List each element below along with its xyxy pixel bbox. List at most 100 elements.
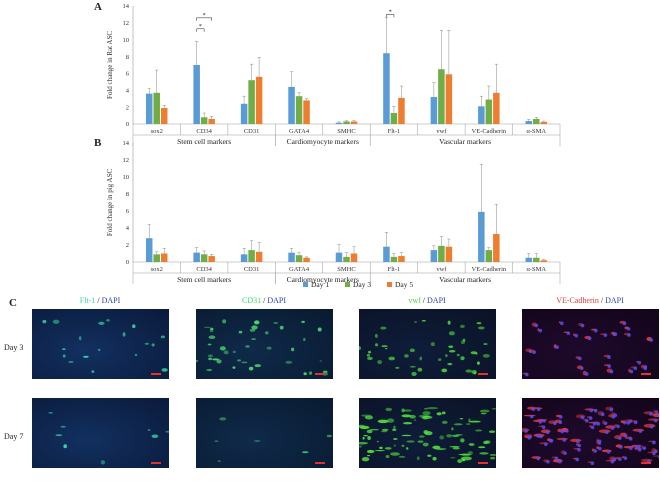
nucleus — [577, 447, 581, 452]
stained-cell — [401, 444, 405, 447]
stained-cell — [426, 407, 439, 410]
stained-cell — [381, 345, 388, 348]
stained-cell — [445, 354, 448, 358]
y-tick-label: 12 — [123, 157, 130, 164]
panel-label-a: A — [94, 1, 102, 13]
scale-bar — [641, 462, 651, 464]
scale-bar — [151, 373, 161, 375]
stained-cell — [377, 419, 389, 424]
y-tick-label: 10 — [123, 37, 130, 44]
micrograph-texture — [214, 417, 332, 462]
stained-cell — [62, 354, 66, 358]
nucleus — [593, 449, 597, 453]
stained-cell — [245, 345, 250, 348]
stained-cell — [223, 350, 229, 355]
y-tick-label: 0 — [126, 259, 129, 266]
stained-cell — [160, 335, 165, 339]
stained-cell — [386, 418, 395, 423]
nucleus — [604, 430, 609, 435]
row-label: Day 3 — [4, 343, 24, 352]
nucleus — [613, 413, 618, 418]
stained-cell — [401, 414, 412, 418]
bar — [398, 97, 405, 124]
nucleus — [637, 360, 642, 365]
stained-cell — [392, 428, 397, 431]
nucleus — [610, 459, 615, 464]
stained-cell — [364, 415, 374, 420]
stained-cell — [462, 338, 466, 342]
nucleus — [536, 407, 541, 412]
group-label: Stem cell markers — [177, 275, 231, 284]
bar — [153, 254, 160, 262]
panel-label-c: C — [9, 297, 17, 309]
stained-cell — [452, 447, 460, 450]
stained-cell — [303, 372, 307, 376]
nucleus — [642, 446, 647, 450]
nucleus — [593, 328, 598, 333]
stained-cell — [374, 333, 378, 338]
nucleus — [654, 449, 658, 454]
stained-cell — [451, 427, 454, 431]
nucleus — [598, 446, 602, 451]
y-axis-label: Fold change in Rat ASC — [106, 31, 114, 99]
stained-cell — [384, 348, 388, 350]
stained-cell — [251, 338, 256, 340]
stained-cell — [366, 449, 375, 454]
stained-cell — [401, 434, 412, 437]
stained-cell — [362, 436, 365, 440]
bar — [398, 256, 405, 262]
stain-title: VE-Cadherin / DAPI — [556, 296, 624, 305]
micrograph-texture — [48, 412, 169, 465]
category-label: CD31 — [244, 266, 260, 273]
stained-cell — [436, 412, 442, 416]
y-axis-label: Fold change in pig ASC — [106, 169, 114, 237]
stained-cell — [450, 457, 456, 459]
bar — [493, 233, 500, 262]
stain-separator: / — [420, 296, 428, 305]
nucleus — [554, 456, 559, 461]
category-label: α-SMA — [526, 128, 546, 135]
stained-cell — [222, 319, 227, 324]
stained-cell — [363, 435, 369, 437]
stained-cell — [446, 434, 453, 438]
nucleus — [588, 416, 593, 420]
nucleus — [653, 418, 658, 423]
y-tick-label: 4 — [126, 87, 130, 94]
stained-cell — [273, 322, 279, 324]
stained-cell — [468, 443, 474, 446]
stained-cell — [470, 351, 478, 355]
stained-cell — [406, 440, 415, 443]
nucleus — [626, 327, 631, 331]
stained-cell — [253, 440, 261, 442]
stained-cell — [161, 368, 168, 372]
stained-cell — [385, 455, 390, 459]
stained-cell — [367, 436, 371, 441]
nucleus — [613, 332, 618, 336]
legend-swatch — [303, 282, 308, 287]
group-label: Vascular markers — [439, 275, 491, 284]
stained-cell — [98, 321, 105, 325]
nucleus — [538, 328, 543, 333]
counterstain-name: DAPI — [101, 296, 121, 305]
nucleus — [629, 369, 634, 374]
stained-cell — [379, 446, 383, 450]
marker-name: CD31 — [241, 296, 262, 305]
stained-cell — [480, 412, 487, 415]
micrograph — [32, 398, 169, 468]
category-label: CD31 — [244, 128, 260, 135]
stained-cell — [461, 458, 466, 462]
stained-cell — [60, 425, 66, 428]
group-label: Vascular markers — [439, 137, 491, 146]
stained-cell — [652, 455, 659, 457]
group-label: Stem cell markers — [177, 137, 231, 146]
nucleus — [528, 349, 533, 354]
stained-cell — [460, 356, 465, 361]
stained-cell — [367, 356, 373, 360]
stained-cell — [417, 367, 423, 372]
stained-cell — [309, 371, 313, 375]
stained-cell — [254, 364, 262, 368]
stained-cell — [62, 348, 66, 350]
nucleus — [575, 457, 580, 462]
stained-cell — [374, 450, 386, 452]
category-label: SMHC — [337, 128, 355, 135]
